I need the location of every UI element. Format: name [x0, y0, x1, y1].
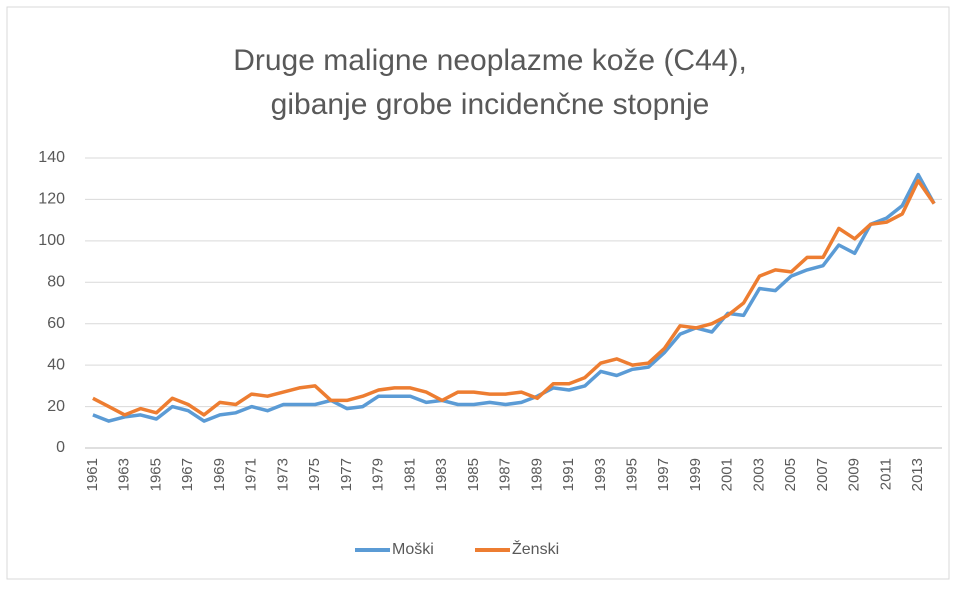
x-tick-label: 2003: [750, 458, 767, 491]
chart-border: [6, 6, 950, 580]
x-tick-label: 1981: [401, 458, 418, 491]
x-tick-label: 1993: [592, 458, 609, 491]
x-tick-label: 1999: [687, 458, 704, 491]
y-tick-label: 20: [47, 398, 65, 415]
x-tick-label: 1979: [370, 458, 387, 491]
x-tick-label: 1983: [433, 458, 450, 491]
x-tick-label: 1967: [179, 458, 196, 491]
x-tick-label: 1995: [623, 458, 640, 491]
x-tick-label: 1965: [147, 458, 164, 491]
x-tick-label: 2001: [719, 458, 736, 491]
x-tick-label: 1985: [465, 458, 482, 491]
x-tick-label: 2013: [909, 458, 926, 491]
chart-title: gibanje grobe incidenčne stopnje: [271, 88, 710, 121]
y-tick-label: 100: [38, 232, 65, 249]
x-tick-label: 1973: [274, 458, 291, 491]
x-tick-label: 1963: [116, 458, 133, 491]
series-line: [92, 179, 936, 417]
x-tick-label: 1975: [306, 458, 323, 491]
x-tick-label: 1969: [211, 458, 228, 491]
y-tick-label: 40: [47, 356, 65, 373]
y-tick-label: 0: [56, 439, 65, 456]
y-tick-label: 120: [38, 191, 65, 208]
chart-title: Druge maligne neoplazme kože (C44),: [233, 44, 747, 77]
x-tick-label: 1971: [243, 458, 260, 491]
series-line: [92, 172, 936, 423]
y-tick-label: 60: [47, 315, 65, 332]
x-tick-label: 1997: [655, 458, 672, 491]
x-tick-label: 1991: [560, 458, 577, 491]
y-tick-label: 140: [38, 149, 65, 166]
x-tick-label: 2005: [782, 458, 799, 491]
legend-label: Moški: [392, 541, 434, 558]
x-tick-label: 1961: [84, 458, 101, 491]
x-tick-label: 2009: [846, 458, 863, 491]
x-tick-label: 1987: [497, 458, 514, 491]
legend-label: Ženski: [512, 539, 559, 558]
x-tick-label: 1977: [338, 458, 355, 491]
x-tick-label: 1989: [528, 458, 545, 491]
x-tick-label: 2011: [877, 458, 894, 490]
y-tick-label: 80: [47, 274, 65, 291]
x-tick-label: 2007: [814, 458, 831, 491]
